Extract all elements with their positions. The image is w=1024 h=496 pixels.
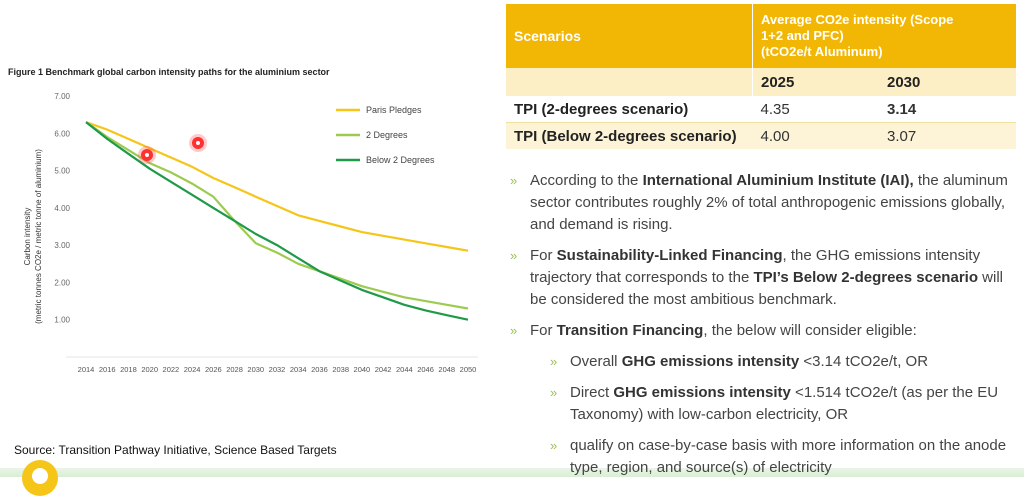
x-tick-label: 2022: [163, 365, 180, 374]
x-tick-label: 2034: [290, 365, 307, 374]
x-tick-label: 2038: [332, 365, 349, 374]
cursor-marker: [192, 137, 204, 149]
bullet-icon: »: [510, 173, 518, 188]
y-axis-label: (metric tonnes CO2e / metric tonne of al…: [34, 149, 43, 324]
legend-label: 2 Degrees: [366, 130, 408, 140]
header-avg-intensity: Average CO2e intensity (Scope 1+2 and PF…: [752, 4, 1016, 68]
logo-inner: [32, 468, 48, 484]
x-tick-label: 2042: [375, 365, 392, 374]
row-label: TPI (Below 2-degrees scenario): [506, 122, 753, 149]
x-tick-label: 2030: [247, 365, 264, 374]
year-2030: 2030: [879, 68, 1016, 96]
header-scenarios: Scenarios: [506, 4, 753, 68]
series-line-2: [85, 121, 469, 310]
x-tick-label: 2024: [184, 365, 201, 374]
bullet-item: » According to the International Alumini…: [510, 172, 1008, 233]
cell-value: 3.14: [879, 96, 1016, 123]
bullet-icon: »: [550, 385, 558, 400]
bottom-bar: [0, 468, 1024, 477]
sub-bullet-item: » Overall GHG emissions intensity <3.14 …: [510, 351, 1015, 373]
x-tick-label: 2040: [354, 365, 371, 374]
x-tick-label: 2028: [226, 365, 243, 374]
bullet-item: » For Sustainability-Linked Financing, t…: [510, 247, 1003, 308]
series-line-1: [85, 121, 469, 252]
year-row-blank: [506, 68, 753, 96]
x-tick-label: 2016: [99, 365, 116, 374]
source-note: Source: Transition Pathway Initiative, S…: [14, 443, 337, 457]
y-tick-label: 4.00: [54, 204, 70, 213]
figure-title: Figure 1 Benchmark global carbon intensi…: [8, 67, 330, 77]
bullet-icon: »: [550, 354, 558, 369]
table-row: TPI (Below 2-degrees scenario) 4.00 3.07: [506, 122, 1016, 149]
x-tick-label: 2014: [78, 365, 95, 374]
cursor-marker: [141, 149, 153, 161]
y-axis-label: Carbon intensity: [23, 208, 32, 266]
x-tick-label: 2032: [269, 365, 286, 374]
bullet-list: » According to the International Alumini…: [510, 170, 1015, 488]
legend-label: Below 2 Degrees: [366, 155, 435, 165]
x-tick-label: 2046: [417, 365, 434, 374]
bullet-icon: »: [510, 248, 518, 263]
cell-value: 4.00: [752, 122, 879, 149]
y-tick-label: 6.00: [54, 129, 70, 138]
x-tick-label: 2048: [438, 365, 455, 374]
y-tick-label: 7.00: [54, 92, 70, 101]
x-tick-label: 2044: [396, 365, 413, 374]
y-tick-label: 2.00: [54, 278, 70, 287]
legend-label: Paris Pledges: [366, 105, 422, 115]
x-tick-label: 2018: [120, 365, 137, 374]
cell-value: 4.35: [752, 96, 879, 123]
bullet-item: » For Transition Financing, the below wi…: [510, 320, 1015, 342]
y-tick-label: 1.00: [54, 316, 70, 325]
sub-bullet-item: » Direct GHG emissions intensity <1.514 …: [550, 384, 999, 423]
x-tick-label: 2050: [460, 365, 477, 374]
sub-bullet-item: » qualify on case-by-case basis with mor…: [550, 437, 1007, 476]
x-tick-label: 2026: [205, 365, 222, 374]
chart: 7.00 6.00 5.00 4.00 3.00 2.00 1.00 2014 2016 2018…: [23, 92, 478, 374]
row-label: TPI (2-degrees scenario): [506, 96, 753, 123]
table-row: TPI (2-degrees scenario) 4.35 3.14: [506, 96, 1016, 123]
y-tick-label: 5.00: [54, 167, 70, 176]
series-line-3: [85, 121, 469, 321]
y-tick-label: 3.00: [54, 241, 70, 250]
scenario-table: Scenarios Average CO2e intensity (Scope …: [506, 4, 1016, 149]
x-tick-label: 2036: [311, 365, 328, 374]
year-2025: 2025: [752, 68, 879, 96]
cell-value: 3.07: [879, 122, 1016, 149]
bullet-icon: »: [510, 323, 518, 338]
bullet-icon: »: [550, 438, 558, 453]
x-tick-label: 2020: [141, 365, 158, 374]
